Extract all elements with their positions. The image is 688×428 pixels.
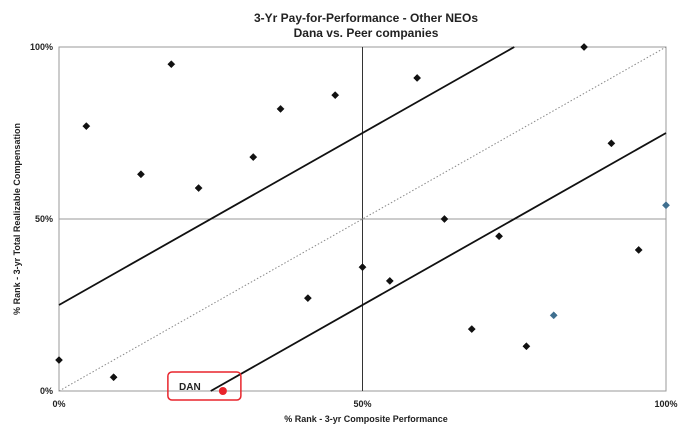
reference-lines xyxy=(58,46,667,392)
data-point xyxy=(413,74,422,82)
reference-line-lower-band xyxy=(210,132,667,392)
data-point xyxy=(276,104,285,113)
data-point xyxy=(249,153,258,162)
y-axis-ticks: 0% 50% 100% xyxy=(30,42,53,396)
y-tick-label: 0% xyxy=(40,386,53,396)
data-point xyxy=(136,170,145,179)
quadrant-grid xyxy=(59,47,666,391)
x-axis-label: % Rank - 3-yr Composite Performance xyxy=(284,414,448,424)
data-point xyxy=(331,91,340,100)
data-point xyxy=(109,373,118,382)
data-point xyxy=(82,122,91,131)
dana-highlight: DAN xyxy=(167,371,242,401)
data-point xyxy=(607,139,616,148)
data-point xyxy=(385,276,394,285)
dana-point xyxy=(218,387,227,395)
chart-title: 3-Yr Pay-for-Performance - Other NEOs xyxy=(254,11,478,25)
data-point xyxy=(549,311,558,320)
data-point xyxy=(440,215,449,223)
x-tick-label: 100% xyxy=(654,399,677,409)
data-point xyxy=(495,232,504,241)
y-tick-label: 100% xyxy=(30,42,53,52)
y-tick-label: 50% xyxy=(35,214,53,224)
y-axis-label: % Rank - 3-yr Total Realizable Compensat… xyxy=(12,123,22,315)
data-point xyxy=(580,43,589,51)
chart-subtitle: Dana vs. Peer companies xyxy=(294,26,439,40)
data-point xyxy=(358,263,367,272)
reference-line-diagonal xyxy=(58,46,667,392)
data-point xyxy=(522,342,531,351)
x-axis-ticks: 0% 50% 100% xyxy=(52,399,677,409)
data-point xyxy=(167,60,176,69)
data-point xyxy=(662,201,670,210)
data-point xyxy=(303,294,312,303)
data-points xyxy=(55,43,670,382)
data-point xyxy=(55,356,63,364)
x-tick-label: 0% xyxy=(52,399,65,409)
x-tick-label: 50% xyxy=(353,399,371,409)
dana-callout-box xyxy=(167,371,242,401)
reference-line-upper-band xyxy=(58,46,515,306)
data-point xyxy=(634,246,643,254)
data-point xyxy=(467,325,476,334)
dana-label: DAN xyxy=(179,382,201,393)
data-point xyxy=(194,184,203,192)
